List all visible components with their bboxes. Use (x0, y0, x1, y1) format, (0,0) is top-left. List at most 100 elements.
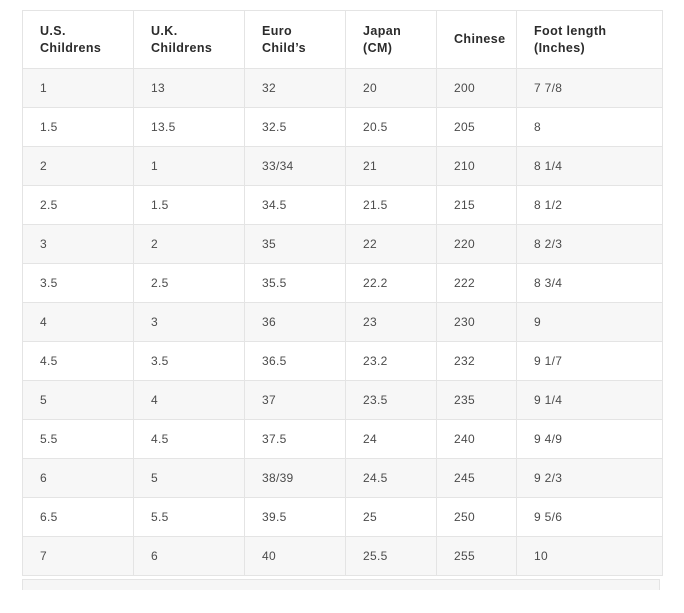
table-cell: 2.5 (133, 263, 245, 303)
table-cell: 1 (133, 146, 245, 186)
table-cell: 40 (244, 536, 346, 576)
table-cell: 23.5 (345, 380, 437, 420)
table-cell: 8 3/4 (516, 263, 663, 303)
table-row: 1.5 13.5 32.5 20.5 205 8 (22, 107, 663, 147)
table-cell: 4.5 (22, 341, 134, 381)
table-cell: 22.2 (345, 263, 437, 303)
table-row: 5 4 37 23.5 235 9 1/4 (22, 380, 663, 420)
table-cell: 9 2/3 (516, 458, 663, 498)
table-row: 3 2 35 22 220 8 2/3 (22, 224, 663, 264)
table-cell: 205 (436, 107, 517, 147)
table-cell: 1 (22, 68, 134, 108)
table-row: 6 5 38/39 24.5 245 9 2/3 (22, 458, 663, 498)
table-cell: 1.5 (22, 107, 134, 147)
table-cell: 7 7/8 (516, 68, 663, 108)
column-header-4: Japan (CM) (345, 10, 437, 69)
table-cell: 245 (436, 458, 517, 498)
table-cell: 2.5 (22, 185, 134, 225)
table-cell: 23.2 (345, 341, 437, 381)
table-cell: 9 (516, 302, 663, 342)
table-cell: 8 1/2 (516, 185, 663, 225)
table-row: 7 6 40 25.5 255 10 (22, 536, 663, 576)
table-cell: 9 1/4 (516, 380, 663, 420)
table-cell: 21 (345, 146, 437, 186)
table-cell: 32.5 (244, 107, 346, 147)
table-cell: 3 (133, 302, 245, 342)
table-cell: 23 (345, 302, 437, 342)
table-cell: 6.5 (22, 497, 134, 537)
table-cell: 36.5 (244, 341, 346, 381)
table-cell: 230 (436, 302, 517, 342)
table-cell: 9 1/7 (516, 341, 663, 381)
table-cell: 37.5 (244, 419, 346, 459)
table-cell: 220 (436, 224, 517, 264)
table-cell: 9 5/6 (516, 497, 663, 537)
column-header-1: U.S. Childrens (22, 10, 134, 69)
table-cell: 32 (244, 68, 346, 108)
table-row: 5.5 4.5 37.5 24 240 9 4/9 (22, 419, 663, 459)
table-cell: 5.5 (133, 497, 245, 537)
table-row: 4 3 36 23 230 9 (22, 302, 663, 342)
column-header-3: Euro Child’s (244, 10, 346, 69)
table-cell: 210 (436, 146, 517, 186)
table-cell: 250 (436, 497, 517, 537)
column-header-2: U.K. Childrens (133, 10, 245, 69)
table-cell: 24.5 (345, 458, 437, 498)
table-cell: 5 (133, 458, 245, 498)
table-cell: 8 2/3 (516, 224, 663, 264)
table-cell: 215 (436, 185, 517, 225)
table-cell: 9 4/9 (516, 419, 663, 459)
table-cell: 200 (436, 68, 517, 108)
table-cell: 20.5 (345, 107, 437, 147)
table-cell: 4.5 (133, 419, 245, 459)
table-cell: 37 (244, 380, 346, 420)
table-cell: 5.5 (22, 419, 134, 459)
table-row: 1 13 32 20 200 7 7/8 (22, 68, 663, 108)
next-section-top-sliver (22, 579, 660, 590)
table-cell: 235 (436, 380, 517, 420)
table-cell: 35.5 (244, 263, 346, 303)
table-cell: 21.5 (345, 185, 437, 225)
table-cell: 10 (516, 536, 663, 576)
shoe-size-conversion-table: U.S. Childrens U.K. Childrens Euro Child’s… (22, 10, 663, 576)
table-cell: 25.5 (345, 536, 437, 576)
table-cell: 34.5 (244, 185, 346, 225)
table-row: 4.5 3.5 36.5 23.2 232 9 1/7 (22, 341, 663, 381)
table-cell: 222 (436, 263, 517, 303)
table-cell: 39.5 (244, 497, 346, 537)
table-cell: 3.5 (133, 341, 245, 381)
table-body: 1 13 32 20 200 7 7/8 1.5 13.5 32.5 20.5 205 8 2 1 33/3… (22, 68, 663, 576)
table-cell: 24 (345, 419, 437, 459)
table-cell: 8 (516, 107, 663, 147)
table-cell: 35 (244, 224, 346, 264)
table-cell: 3 (22, 224, 134, 264)
table-cell: 38/39 (244, 458, 346, 498)
table-row: 2 1 33/34 21 210 8 1/4 (22, 146, 663, 186)
table-cell: 36 (244, 302, 346, 342)
table-cell: 4 (133, 380, 245, 420)
table-cell: 3.5 (22, 263, 134, 303)
table-cell: 33/34 (244, 146, 346, 186)
table-cell: 2 (22, 146, 134, 186)
table-cell: 8 1/4 (516, 146, 663, 186)
table-row: 3.5 2.5 35.5 22.2 222 8 3/4 (22, 263, 663, 303)
table-header-row: U.S. Childrens U.K. Childrens Euro Child’s… (22, 10, 663, 69)
table-cell: 232 (436, 341, 517, 381)
table-row: 6.5 5.5 39.5 25 250 9 5/6 (22, 497, 663, 537)
table-cell: 4 (22, 302, 134, 342)
table-cell: 20 (345, 68, 437, 108)
table-cell: 6 (133, 536, 245, 576)
table-cell: 22 (345, 224, 437, 264)
table-cell: 2 (133, 224, 245, 264)
table-cell: 1.5 (133, 185, 245, 225)
table-cell: 13.5 (133, 107, 245, 147)
column-header-5: Chinese (436, 10, 517, 69)
table-cell: 6 (22, 458, 134, 498)
table-cell: 240 (436, 419, 517, 459)
table-cell: 255 (436, 536, 517, 576)
table-cell: 5 (22, 380, 134, 420)
table-header: U.S. Childrens U.K. Childrens Euro Child’s… (22, 10, 663, 69)
table-cell: 25 (345, 497, 437, 537)
table-cell: 13 (133, 68, 245, 108)
